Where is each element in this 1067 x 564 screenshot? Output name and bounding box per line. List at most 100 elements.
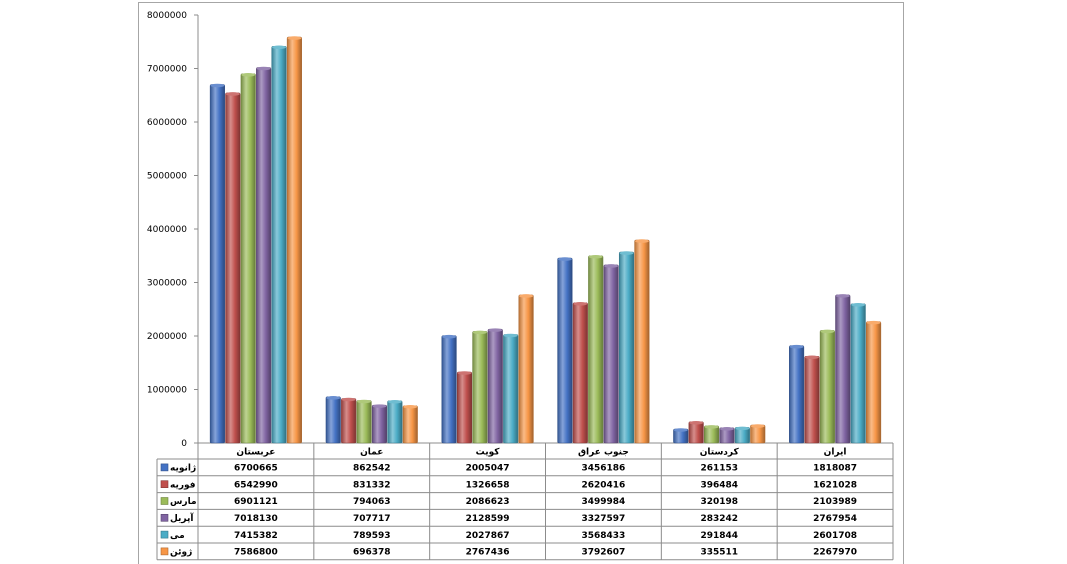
data-label: 291844	[700, 531, 738, 541]
bar-cap	[689, 420, 704, 425]
data-label: 1621028	[813, 480, 857, 490]
data-label: 2267970	[813, 548, 857, 558]
bar	[387, 400, 403, 444]
data-label: 3568433	[581, 531, 625, 541]
data-label: 7018130	[234, 514, 278, 524]
bar-cap	[557, 257, 572, 261]
bar	[341, 398, 357, 444]
bar-cap	[851, 303, 866, 307]
bar-cap	[442, 334, 457, 339]
bar	[256, 67, 272, 444]
series-name: مارس	[170, 497, 197, 507]
bar-cap	[241, 72, 256, 77]
data-label: 862542	[353, 464, 391, 474]
series-name: آپریل	[170, 512, 194, 524]
legend-key	[160, 463, 169, 472]
data-label: 3792607	[581, 548, 625, 558]
data-label: 1326658	[466, 480, 510, 490]
chart-frame	[138, 2, 904, 564]
bar	[804, 355, 820, 444]
data-label: 696378	[353, 548, 391, 558]
data-label: 2103989	[813, 497, 857, 507]
bar	[225, 92, 241, 444]
bar-cap	[805, 355, 819, 360]
y-tick-label: 3000000	[147, 279, 187, 289]
data-label: 789593	[353, 531, 391, 541]
bar	[271, 45, 287, 444]
data-label: 794063	[353, 497, 391, 507]
legend-key	[160, 547, 169, 556]
bar	[472, 331, 488, 444]
bar-cap	[272, 45, 286, 50]
data-label: 707717	[353, 514, 391, 524]
bar-cap	[673, 428, 688, 432]
bars	[209, 36, 882, 444]
bar	[240, 73, 256, 444]
bar	[850, 303, 866, 444]
bar-cap	[387, 399, 402, 404]
legend-key	[160, 480, 169, 489]
y-tick-label: 8000000	[147, 11, 187, 21]
data-label: 335511	[700, 548, 738, 558]
bar	[618, 251, 635, 444]
data-label: 2027867	[466, 531, 510, 541]
data-label: 6542990	[234, 480, 278, 490]
data-label: 283242	[700, 514, 738, 524]
data-label: 2005047	[466, 464, 510, 474]
category-label: جنوب عراق	[578, 448, 629, 458]
data-table: عربستان عمان کویت جنوب عراق کردستان ایران ژانو…	[156, 443, 894, 561]
bar-cap	[457, 371, 472, 375]
bar	[209, 84, 225, 444]
bar-cap	[704, 425, 719, 429]
category-label: ایران	[824, 448, 847, 458]
series-name: می	[170, 531, 185, 541]
data-label: 2086623	[466, 497, 510, 507]
legend-key	[160, 497, 169, 505]
bar-cap	[488, 328, 503, 332]
y-tick-label: 1000000	[147, 386, 187, 396]
bar-cap	[835, 294, 850, 298]
series-name: ژوئن	[170, 548, 192, 558]
bar	[371, 404, 388, 444]
category-label: عمان	[360, 448, 383, 458]
data-label: 6700665	[234, 464, 278, 474]
bar-cap	[287, 36, 302, 40]
data-label: 7415382	[234, 531, 278, 541]
bar	[518, 294, 534, 444]
legend-key	[160, 530, 169, 539]
y-tick-label: 7000000	[147, 65, 187, 75]
bar	[688, 421, 704, 444]
bar-cap	[720, 427, 734, 431]
bar	[789, 345, 805, 444]
bar-cap	[503, 333, 518, 338]
data-label: 261153	[700, 464, 738, 474]
legend-key	[160, 513, 169, 522]
y-tick-label: 4000000	[147, 225, 187, 235]
y-tick-label: 5000000	[147, 172, 187, 182]
bar-cap	[619, 251, 634, 255]
bar	[835, 294, 851, 444]
data-label: 2767954	[813, 514, 857, 524]
bar	[503, 334, 519, 444]
data-label: 2601708	[813, 531, 857, 541]
data-label: 7586800	[234, 548, 278, 558]
bar-cap	[372, 404, 387, 408]
bar-cap	[403, 404, 418, 409]
bar	[456, 371, 473, 444]
y-tick-label: 0	[181, 439, 187, 449]
bar-cap	[472, 330, 487, 335]
data-label: 396484	[700, 480, 738, 490]
bar-cap	[573, 302, 588, 306]
data-label: 3327597	[581, 514, 625, 524]
bar-cap	[519, 294, 534, 298]
bar	[441, 335, 457, 444]
bar	[603, 264, 619, 444]
bar	[286, 36, 302, 444]
bar	[356, 400, 372, 444]
bar-cap	[225, 92, 240, 96]
series-name: ژانویه	[170, 464, 196, 474]
data-label: 320198	[700, 497, 738, 507]
bar-cap	[256, 66, 271, 71]
bar	[487, 328, 503, 444]
